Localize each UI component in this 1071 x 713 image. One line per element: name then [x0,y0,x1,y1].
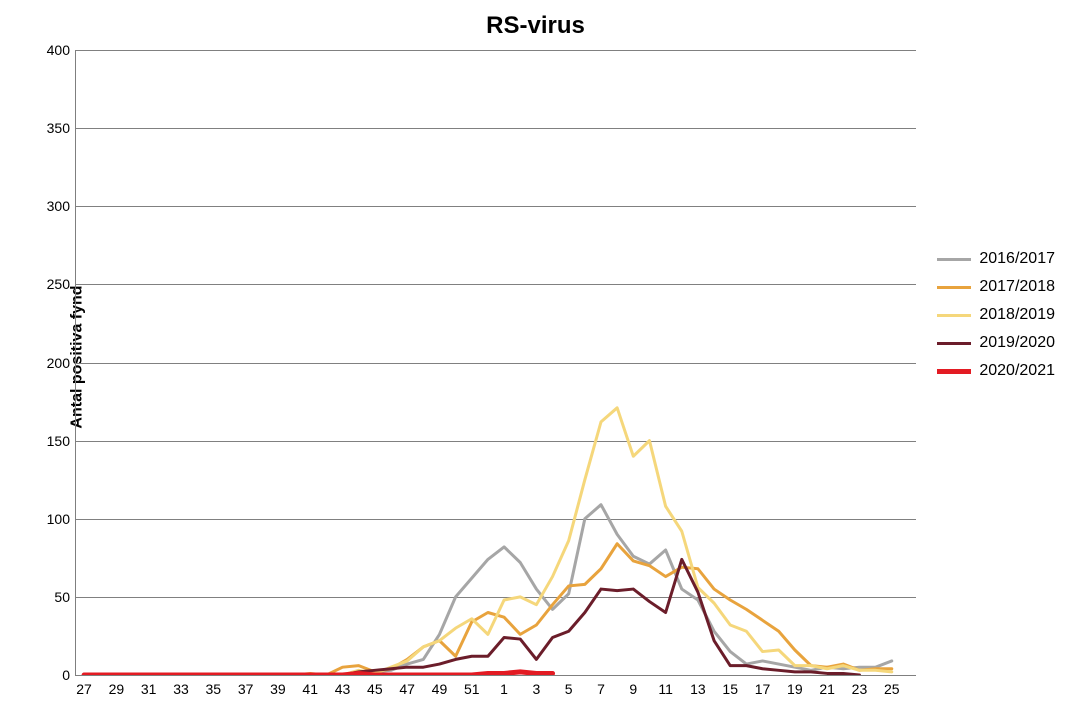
legend-label: 2016/2017 [979,250,1055,268]
legend-label: 2017/2018 [979,278,1055,296]
legend-swatch [937,314,971,317]
y-tick-label: 350 [47,120,70,136]
legend-label: 2020/2021 [979,362,1055,380]
x-tick-label: 15 [722,681,738,697]
chart-container: RS-virus Antal positiva fynd 05010015020… [0,0,1071,713]
x-tick-label: 5 [565,681,573,697]
x-tick-label: 3 [532,681,540,697]
x-tick-label: 25 [884,681,900,697]
series-line [84,672,552,675]
y-tick-label: 50 [54,589,70,605]
legend-item: 2018/2019 [937,306,1055,324]
x-tick-label: 9 [629,681,637,697]
y-tick-label: 300 [47,198,70,214]
x-tick-label: 11 [658,681,673,697]
y-tick-label: 250 [47,276,70,292]
y-tick-label: 150 [47,433,70,449]
legend-item: 2020/2021 [937,362,1055,380]
x-tick-label: 31 [141,681,157,697]
line-layer [76,50,916,675]
x-tick-label: 7 [597,681,605,697]
y-tick-label: 200 [47,355,70,371]
x-tick-label: 21 [819,681,835,697]
y-tick-label: 400 [47,42,70,58]
legend-swatch [937,258,971,261]
series-line [84,408,892,675]
x-tick-label: 17 [755,681,771,697]
y-tick-label: 0 [62,667,70,683]
legend-swatch [937,369,971,374]
legend: 2016/2017 2017/2018 2018/2019 2019/2020 2020… [937,250,1055,390]
y-tick-label: 100 [47,511,70,527]
legend-item: 2017/2018 [937,278,1055,296]
x-tick-label: 43 [335,681,351,697]
chart-title: RS-virus [0,12,1071,40]
x-tick-label: 51 [464,681,480,697]
legend-item: 2019/2020 [937,334,1055,352]
legend-swatch [937,342,971,345]
x-tick-label: 23 [852,681,868,697]
x-tick-label: 29 [109,681,125,697]
x-tick-label: 35 [206,681,222,697]
x-tick-label: 27 [76,681,92,697]
x-tick-label: 41 [302,681,318,697]
x-tick-label: 33 [173,681,189,697]
legend-item: 2016/2017 [937,250,1055,268]
x-tick-label: 47 [399,681,415,697]
x-tick-label: 37 [238,681,254,697]
plot-area: 0501001502002503003504002729313335373941… [75,50,916,676]
legend-label: 2019/2020 [979,334,1055,352]
x-tick-label: 39 [270,681,286,697]
x-tick-label: 49 [432,681,448,697]
x-tick-label: 1 [500,681,508,697]
legend-swatch [937,286,971,289]
x-tick-label: 45 [367,681,383,697]
x-tick-label: 13 [690,681,706,697]
x-tick-label: 19 [787,681,803,697]
legend-label: 2018/2019 [979,306,1055,324]
